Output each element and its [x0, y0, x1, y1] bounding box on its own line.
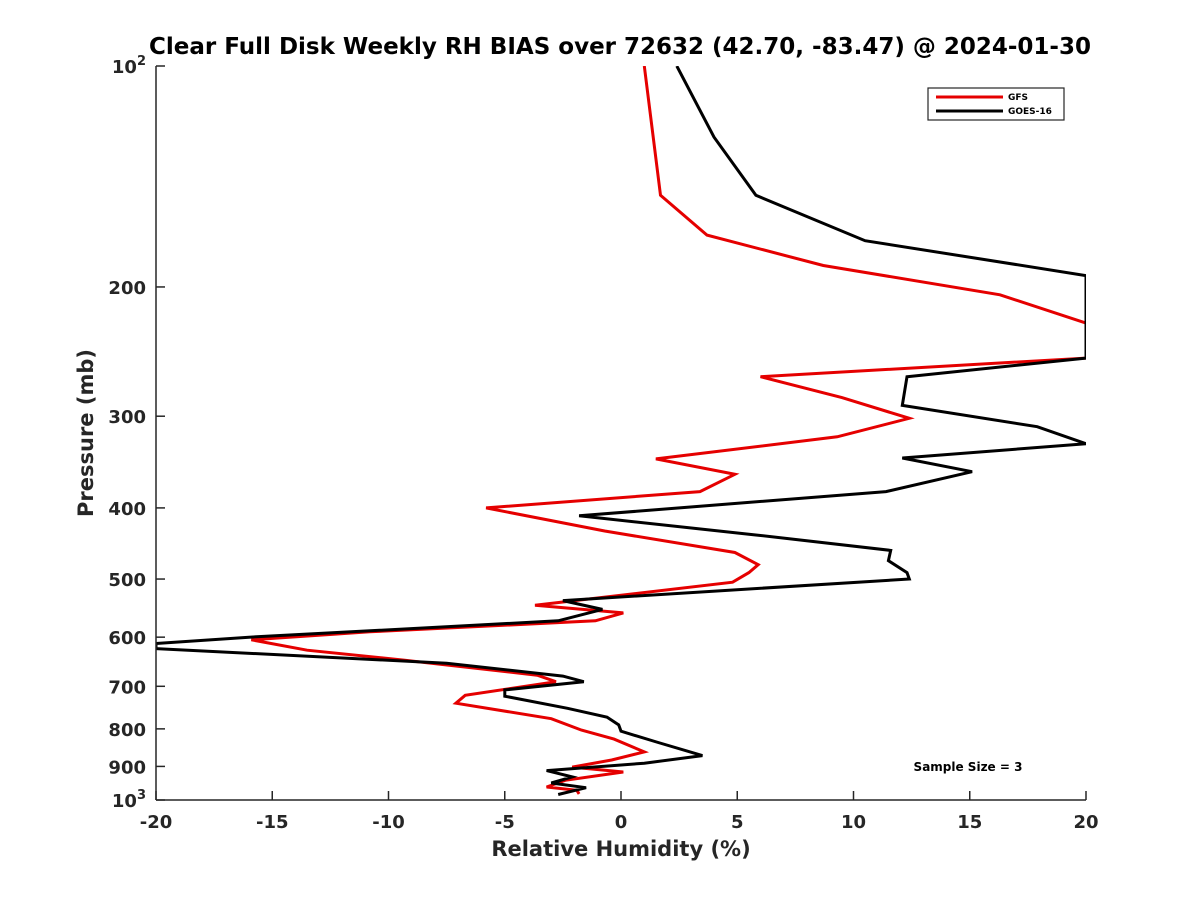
y-tick-label: 300: [108, 407, 146, 428]
chart-title: Clear Full Disk Weekly RH BIAS over 7263…: [149, 34, 1091, 60]
y-tick-label: 500: [108, 570, 146, 591]
y-tick-label: 800: [108, 720, 146, 741]
legend: GFS GOES-16: [927, 87, 1065, 121]
sample-size-annotation: Sample Size = 3: [914, 760, 1023, 774]
y-tick-label: 900: [108, 757, 146, 778]
series-line-gfs: [251, 66, 1086, 795]
x-tick-label: -20: [140, 812, 173, 833]
x-tick-label: 15: [957, 812, 982, 833]
plot-area: -20 -15 -10 -5 0 5 10 15 20 102 200 300 400 500 600 700…: [108, 54, 1098, 833]
x-axis-label: Relative Humidity (%): [491, 837, 750, 861]
x-tick-label: -5: [495, 812, 515, 833]
y-tick-label: 400: [108, 499, 146, 520]
x-tick-label: 5: [731, 812, 744, 833]
legend-label-goes-16: GOES-16: [1008, 107, 1052, 117]
legend-label-gfs: GFS: [1008, 93, 1028, 103]
x-tick-label: 20: [1073, 812, 1098, 833]
x-tick-label: -15: [256, 812, 289, 833]
legend-box: [927, 87, 1065, 121]
y-tick-label: 102: [112, 54, 146, 78]
y-axis-label: Pressure (mb): [74, 349, 98, 517]
x-tick-label: 10: [841, 812, 866, 833]
x-tick-label: 0: [615, 812, 628, 833]
series-line-goes-16: [156, 66, 1086, 796]
y-tick-label: 103: [112, 788, 146, 812]
y-tick-label: 700: [108, 677, 146, 698]
y-tick-label: 200: [108, 278, 146, 299]
y-tick-label: 600: [108, 628, 146, 649]
x-tick-label: -10: [372, 812, 405, 833]
